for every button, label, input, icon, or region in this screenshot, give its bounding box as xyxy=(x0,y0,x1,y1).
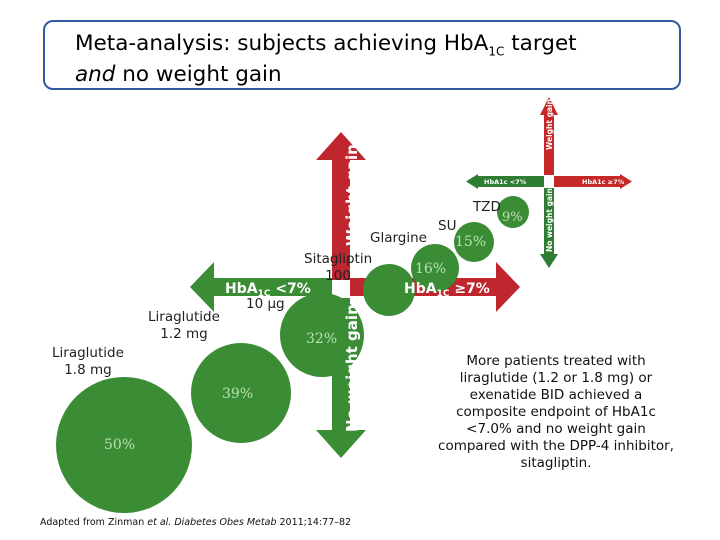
bubble-exenatide xyxy=(280,293,364,377)
axis-label-hba1c-above-7: HbA1C ≥7% xyxy=(404,281,490,299)
axis-label-weight-gain: Weight gain xyxy=(343,144,361,246)
treatment-label-tzd: TZD xyxy=(473,199,501,216)
mini-legend: Weight gain No weight gain HbA1c <7% HbA… xyxy=(466,97,632,268)
value-label-sitagliptin: 16% xyxy=(415,261,446,277)
bubble-glargine xyxy=(411,244,459,292)
legend-no-weight-gain: No weight gain xyxy=(545,188,554,252)
axis-label-hba1c-below-7: HbA1C <7% xyxy=(225,281,311,299)
treatment-name: SU xyxy=(438,218,457,234)
legend-weight-gain: Weight gain xyxy=(545,99,554,150)
treatment-dose: 1.8 mg xyxy=(64,362,112,378)
treatment-label-liraglutide-1-8mg: Liraglutide 1.8 mg xyxy=(52,345,124,379)
source-citation: Adapted from Zinman et al. Diabetes Obes… xyxy=(40,517,351,528)
value-label-tzd: 9% xyxy=(502,210,523,225)
value-label-liraglutide-1-2mg: 39% xyxy=(222,386,253,402)
legend-hba1c-below: HbA1c <7% xyxy=(484,178,527,186)
treatment-name: Glargine xyxy=(370,230,427,246)
legend-hba1c-above: HbA1c ≥7% xyxy=(582,178,625,186)
bubble-liraglutide-1-8mg xyxy=(56,377,192,513)
bubble-sitagliptin xyxy=(363,264,415,316)
treatment-name: Liraglutide xyxy=(148,309,220,325)
treatment-label-exenatide: 10 µg xyxy=(246,296,285,313)
title-line2-text: no weight gain xyxy=(115,62,282,88)
value-label-exenatide: 32% xyxy=(306,331,337,347)
title-line1-subscript: 1C xyxy=(488,44,505,59)
bubble-su xyxy=(454,222,494,262)
treatment-dose: 10 µg xyxy=(246,296,285,312)
bubble-liraglutide-1-2mg xyxy=(191,343,291,443)
treatment-name: TZD xyxy=(473,199,501,215)
treatment-label-sitagliptin: Sitagliptin 100 xyxy=(304,251,372,285)
treatment-dose: 100 xyxy=(325,268,351,284)
title-line2-italic: and xyxy=(75,62,116,88)
title-line1-suffix: target xyxy=(504,31,577,56)
source-journal: Diabetes Obes Metab xyxy=(171,517,277,528)
source-et-al: et al. xyxy=(147,517,172,528)
treatment-name: Sitagliptin xyxy=(304,251,373,267)
title-line1-text: Meta-analysis: subjects achieving HbA xyxy=(75,31,489,56)
source-volume: 2011;14:77–82 xyxy=(276,517,352,528)
title-box: Meta-analysis: subjects achieving HbA1C … xyxy=(43,20,681,90)
treatment-dose: 1.2 mg xyxy=(160,326,208,342)
axis-label-no-weight-gain: No weight gain xyxy=(343,304,361,432)
source-prefix: Adapted from Zinman xyxy=(40,517,148,528)
page-title: Meta-analysis: subjects achieving HbA1C … xyxy=(75,32,577,87)
treatment-name: Liraglutide xyxy=(52,345,124,361)
treatment-label-liraglutide-1-2mg: Liraglutide 1.2 mg xyxy=(148,309,220,343)
side-note: More patients treated with liraglutide (… xyxy=(438,353,674,471)
bubble-tzd xyxy=(497,196,529,228)
treatment-label-su: SU xyxy=(438,218,456,235)
value-label-liraglutide-1-8mg: 50% xyxy=(104,437,135,453)
treatment-label-glargine: Glargine xyxy=(370,230,427,247)
value-label-glargine: 15% xyxy=(455,234,486,250)
